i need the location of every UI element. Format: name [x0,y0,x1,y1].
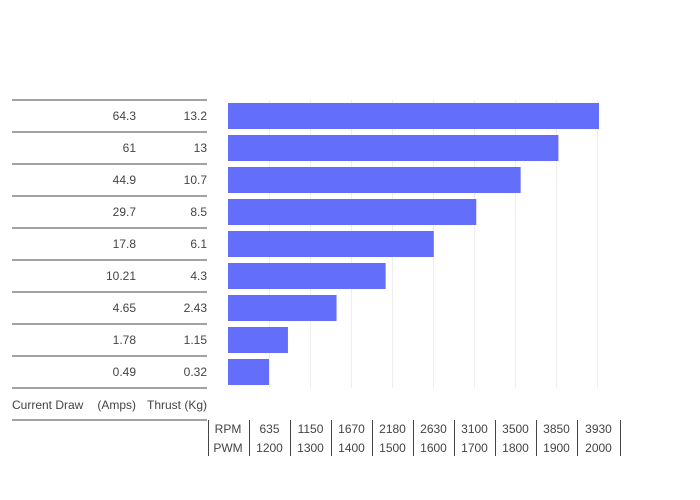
amps-cell: 0.49 [113,365,137,379]
amps-cell: 61 [123,141,137,155]
pwm-tick-label: 1400 [338,441,365,455]
thrust-cell: 13.2 [184,109,208,123]
rpm-tick-label: 1670 [338,422,365,436]
thrust-cell: 10.7 [184,173,208,187]
bar [228,199,477,225]
rpm-tick-label: 635 [259,422,279,436]
thrust-cell: 8.5 [190,205,207,219]
thrust-cell: 6.1 [190,237,207,251]
amps-cell: 44.9 [113,173,137,187]
thrust-cell: 13 [194,141,208,155]
pwm-tick-label: 1200 [256,441,283,455]
rpm-tick-label: 2180 [379,422,406,436]
rpm-tick-label: 3500 [502,422,529,436]
pwm-tick-label: 1900 [543,441,570,455]
amps-cell: 10.21 [106,269,136,283]
amps-cell: 64.3 [113,109,137,123]
amps-cell: 1.78 [113,333,137,347]
table-header-thrust: Thrust (Kg) [147,398,207,412]
thrust-cell: 0.32 [184,365,208,379]
bar [228,295,337,321]
pwm-tick-label: 1800 [502,441,529,455]
bar [228,263,386,289]
table-header-amps: (Amps) [97,398,136,412]
amps-cell: 17.8 [113,237,137,251]
rpm-tick-label: 2630 [420,422,447,436]
rpm-tick-label: 1150 [298,422,324,436]
bar [228,167,521,193]
rpm-tick-label: 3850 [543,422,570,436]
amps-cell: 29.7 [113,205,137,219]
amps-cell: 4.65 [113,301,137,315]
thrust-cell: 1.15 [184,333,208,347]
pwm-tick-label: 2000 [585,441,612,455]
rpm-tick-label: 3100 [461,422,488,436]
axis-row-label-pwm: PWM [213,441,242,455]
bar [228,327,288,353]
rpm-tick-label: 3930 [585,422,612,436]
bar [228,103,599,129]
bar [228,135,559,161]
thrust-cell: 2.43 [184,301,208,315]
pwm-tick-label: 1500 [379,441,406,455]
bar [228,231,434,257]
axis-row-label-rpm: RPM [215,422,242,436]
pwm-tick-label: 1600 [420,441,447,455]
table-header-current-draw: Current Draw [12,398,84,412]
pwm-tick-label: 1300 [297,441,324,455]
bar [228,359,269,385]
thrust-cell: 4.3 [190,269,207,283]
pwm-tick-label: 1700 [461,441,488,455]
